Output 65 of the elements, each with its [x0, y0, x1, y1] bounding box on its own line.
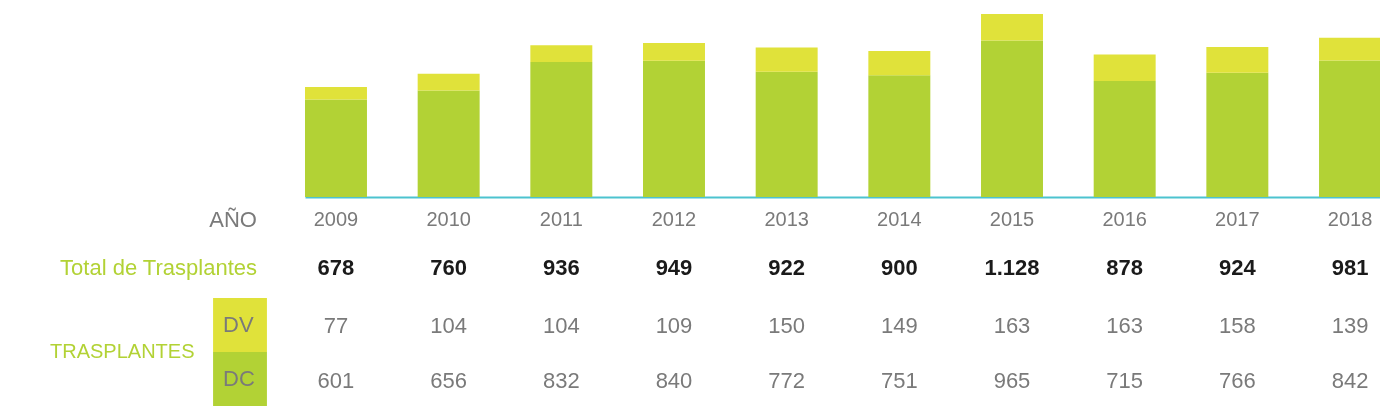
total-label: 878 — [1106, 255, 1144, 280]
text: DC — [223, 366, 255, 391]
x-tick-label: 2012 — [651, 207, 697, 230]
total-label: 922 — [768, 255, 806, 280]
bar — [1093, 54, 1156, 81]
x-tick-label: 2018 — [1327, 207, 1373, 230]
total-label: 760 — [430, 255, 468, 280]
x-tick-label: 2013 — [764, 207, 809, 230]
bar — [1206, 72, 1269, 197]
x-tick-label: 2009 — [313, 207, 359, 230]
bar — [981, 14, 1043, 41]
data-label: 832 — [542, 368, 580, 393]
data-label: 715 — [1106, 368, 1144, 393]
x-tick-label: 2014 — [877, 207, 922, 230]
data-label: 601 — [317, 368, 355, 393]
bar — [1093, 81, 1156, 197]
x-tick-label: 2015 — [989, 207, 1035, 230]
data-label: 139 — [1331, 313, 1369, 338]
data-label: 766 — [1218, 368, 1256, 393]
x-tick-label: 2016 — [1102, 207, 1147, 230]
data-label: 840 — [655, 368, 693, 393]
data-label: 751 — [880, 368, 918, 393]
bar — [868, 50, 931, 76]
data-label: 163 — [993, 313, 1031, 338]
total-label: 924 — [1218, 255, 1257, 280]
total-label: 1.128 — [984, 255, 1040, 280]
bar — [868, 75, 931, 197]
x-tick-label: 2017 — [1215, 207, 1260, 230]
bar — [643, 60, 705, 197]
total-label: 678 — [317, 255, 355, 280]
bar — [1319, 37, 1380, 61]
bar — [981, 40, 1043, 197]
total-label: 936 — [542, 255, 580, 280]
data-label: 109 — [655, 313, 693, 338]
bar — [755, 71, 818, 197]
text: DV — [223, 312, 254, 337]
data-label: 965 — [993, 368, 1031, 393]
bar — [1206, 47, 1269, 73]
data-label: 163 — [1106, 313, 1144, 338]
bar — [530, 62, 593, 197]
bar — [643, 43, 705, 61]
legend-title: TRASPLANTES — [50, 340, 195, 362]
bar — [530, 45, 593, 63]
total-label: 949 — [655, 255, 693, 280]
text: Total de Trasplantes — [60, 255, 257, 280]
bar — [755, 47, 818, 72]
bar — [417, 73, 480, 91]
bar — [305, 87, 367, 100]
x-axis-title: AÑO — [209, 207, 257, 232]
bar — [417, 90, 480, 197]
data-label: 104 — [430, 313, 468, 338]
data-label: 158 — [1218, 313, 1256, 338]
data-label: 149 — [880, 313, 918, 338]
data-label: 842 — [1331, 368, 1369, 393]
total-label: 981 — [1331, 255, 1369, 280]
data-label: 150 — [768, 313, 806, 338]
bar — [1319, 60, 1380, 197]
data-label: 77 — [323, 313, 349, 338]
x-tick-label: 2011 — [539, 207, 583, 230]
data-label: 772 — [768, 368, 806, 393]
bar — [305, 99, 367, 197]
x-tick-label: 2010 — [426, 207, 471, 230]
data-label: 656 — [430, 368, 468, 393]
data-label: 104 — [542, 313, 580, 338]
total-label: 900 — [880, 255, 918, 280]
